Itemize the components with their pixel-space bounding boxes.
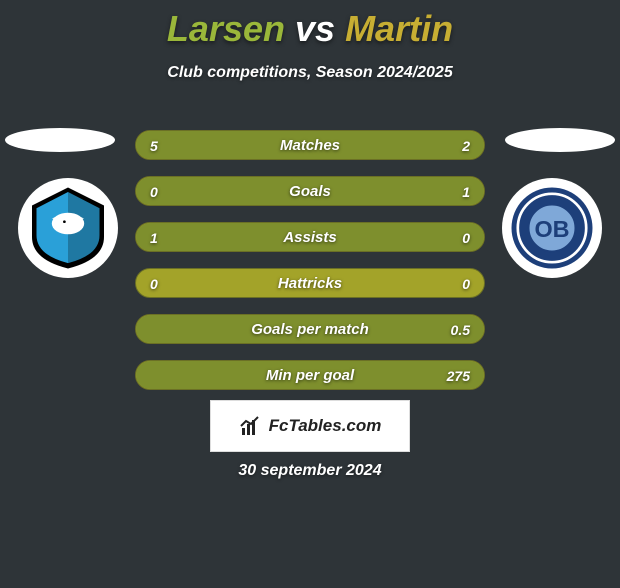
stat-bar: 5Matches2 bbox=[135, 130, 485, 160]
player2-name: Martin bbox=[345, 8, 453, 49]
watermark-text: FcTables.com bbox=[269, 416, 382, 436]
stat-label: Matches bbox=[136, 131, 484, 160]
club-badge-icon bbox=[23, 183, 113, 273]
stat-label: Min per goal bbox=[136, 361, 484, 390]
stat-bar: 0Goals1 bbox=[135, 176, 485, 206]
ellipse-decor bbox=[505, 128, 615, 152]
club-badge-icon: OB bbox=[507, 183, 597, 273]
svg-text:OB: OB bbox=[534, 216, 569, 242]
watermark: FcTables.com bbox=[210, 400, 410, 452]
comparison-title: Larsen vs Martin bbox=[0, 8, 620, 50]
stat-bar: 0Hattricks0 bbox=[135, 268, 485, 298]
stat-label: Goals bbox=[136, 177, 484, 206]
stat-value-right: 0 bbox=[462, 223, 470, 252]
left-decor bbox=[0, 128, 120, 184]
stat-bars: 5Matches20Goals11Assists00Hattricks0Goal… bbox=[135, 130, 485, 406]
stat-bar: 1Assists0 bbox=[135, 222, 485, 252]
player1-name: Larsen bbox=[167, 8, 285, 49]
stat-value-right: 0 bbox=[462, 269, 470, 298]
date-label: 30 september 2024 bbox=[0, 462, 620, 480]
stat-bar: Goals per match0.5 bbox=[135, 314, 485, 344]
subtitle: Club competitions, Season 2024/2025 bbox=[0, 64, 620, 82]
stat-bar: Min per goal275 bbox=[135, 360, 485, 390]
vs-text: vs bbox=[295, 8, 335, 49]
player1-club-badge bbox=[18, 178, 118, 278]
stat-value-right: 1 bbox=[462, 177, 470, 206]
stat-value-right: 275 bbox=[447, 361, 470, 390]
right-decor bbox=[500, 128, 620, 184]
stat-label: Assists bbox=[136, 223, 484, 252]
stat-value-right: 2 bbox=[462, 131, 470, 160]
stat-label: Goals per match bbox=[136, 315, 484, 344]
stat-value-right: 0.5 bbox=[451, 315, 470, 344]
player2-club-badge: OB bbox=[502, 178, 602, 278]
ellipse-decor bbox=[5, 128, 115, 152]
chart-icon bbox=[239, 414, 263, 438]
stat-label: Hattricks bbox=[136, 269, 484, 298]
